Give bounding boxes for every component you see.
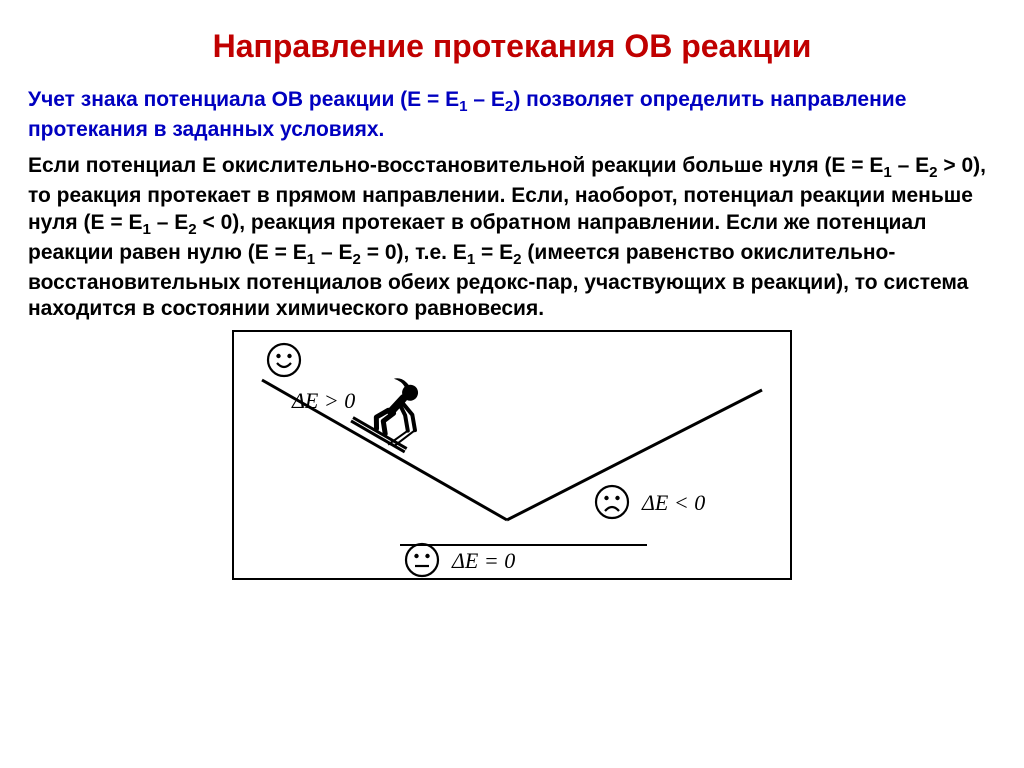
energy-diagram: ΔE > 0 ΔE < 0 ΔE = 0 xyxy=(232,330,792,580)
intro-paragraph: Учет знака потенциала ОВ реакции (E = E1… xyxy=(28,87,996,143)
body-paragraph: Если потенциал Е окислительно-восстанови… xyxy=(28,153,996,322)
page-title: Направление протекания ОВ реакции xyxy=(28,28,996,65)
svg-text:ΔE > 0: ΔE > 0 xyxy=(291,388,355,413)
svg-text:ΔE < 0: ΔE < 0 xyxy=(641,490,705,515)
energy-diagram-svg: ΔE > 0 ΔE < 0 ΔE = 0 xyxy=(232,330,792,580)
svg-text:ΔE = 0: ΔE = 0 xyxy=(451,548,515,573)
